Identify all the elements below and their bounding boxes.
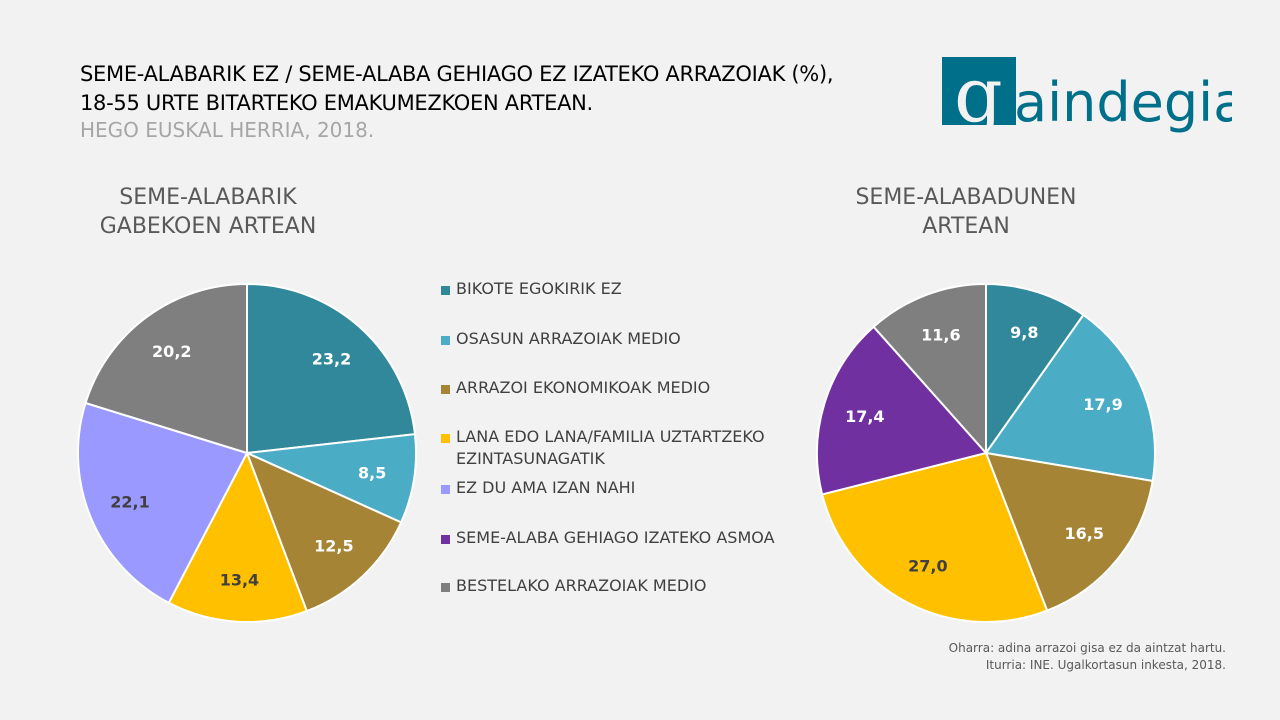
pie-slice	[243, 433, 417, 524]
title-subtitle: HEGO EUSKAL HERRIA, 2018.	[80, 118, 375, 142]
note-line: Oharra: adina arrazoi gisa ez da aintzat…	[948, 641, 1226, 655]
chart-title: SEME-ALABARIK EZ / SEME-ALABA GEHIAGO EZ…	[80, 60, 834, 118]
legend-label: BIKOTE EGOKIRIK EZ	[456, 279, 622, 298]
legend-label: ARRAZOI EKONOMIKOAK MEDIO	[456, 378, 711, 397]
data-label: 11,6	[921, 326, 960, 345]
pie-slice	[77, 401, 249, 605]
data-label: 17,9	[1083, 395, 1122, 414]
legend-label: BESTELAKO ARRAZOIAK MEDIO	[456, 576, 707, 595]
svg-text:g: g	[954, 57, 1003, 137]
gaindegia-logo: g aindegia	[942, 50, 1246, 141]
source-line: Iturria: INE. Ugalkortasun inkesta, 2018…	[985, 658, 1226, 672]
legend-swatch	[441, 535, 450, 544]
title-line2: 18-55 URTE BITARTEKO EMAKUMEZKOEN ARTEAN…	[80, 91, 593, 115]
data-label: 27,0	[908, 557, 947, 576]
legend-swatch	[441, 485, 450, 494]
right-pie-title: SEME-ALABADUNEN ARTEAN	[806, 183, 1126, 241]
right-pie-title-line1: SEME-ALABADUNEN	[855, 185, 1077, 210]
legend-label-line2: EZINTASUNAGATIK	[456, 449, 605, 468]
pie-slice	[985, 282, 1085, 457]
pie-slice	[167, 450, 309, 623]
pie-slice	[816, 325, 988, 496]
legend-swatch	[441, 385, 450, 394]
data-label: 22,1	[110, 493, 149, 512]
pie-slice	[246, 282, 417, 455]
title-line1: SEME-ALABARIK EZ / SEME-ALABA GEHIAGO EZ…	[80, 62, 834, 86]
pie-slice	[984, 313, 1156, 483]
legend-swatch	[441, 434, 450, 443]
legend-swatch	[441, 583, 450, 592]
legend-swatch	[441, 286, 450, 295]
svg-text:aindegia: aindegia	[1014, 71, 1232, 134]
pie-slice	[872, 282, 987, 456]
legend-label: EZ DU AMA IZAN NAHI	[456, 478, 636, 497]
data-label: 13,4	[220, 571, 259, 590]
pie-slice	[84, 282, 248, 455]
legend-swatch	[441, 336, 450, 345]
data-label: 8,5	[358, 464, 386, 483]
left-pie-title-line2: GABEKOEN ARTEAN	[99, 214, 317, 239]
legend-label: LANA EDO LANA/FAMILIA UZTARTZEKO EZINTASU…	[456, 427, 765, 468]
legend-label: SEME-ALABA GEHIAGO IZATEKO ASMOA	[456, 528, 775, 547]
left-pie-title: SEME-ALABARIK GABEKOEN ARTEAN	[48, 183, 368, 241]
pie-slice	[820, 451, 1049, 623]
data-label: 9,8	[1010, 323, 1038, 342]
legend-label: OSASUN ARRAZOIAK MEDIO	[456, 329, 681, 348]
data-label: 23,2	[312, 350, 351, 369]
footnote: Oharra: adina arrazoi gisa ez da aintzat…	[949, 640, 1226, 674]
data-label: 17,4	[845, 407, 884, 426]
pie-slice	[245, 451, 403, 613]
pie-slice	[984, 451, 1154, 612]
right-pie-title-line2: ARTEAN	[922, 214, 1010, 239]
data-label: 16,5	[1065, 524, 1104, 543]
data-label: 12,5	[314, 536, 353, 555]
left-pie-title-line1: SEME-ALABARIK	[119, 185, 297, 210]
data-label: 20,2	[152, 342, 191, 361]
